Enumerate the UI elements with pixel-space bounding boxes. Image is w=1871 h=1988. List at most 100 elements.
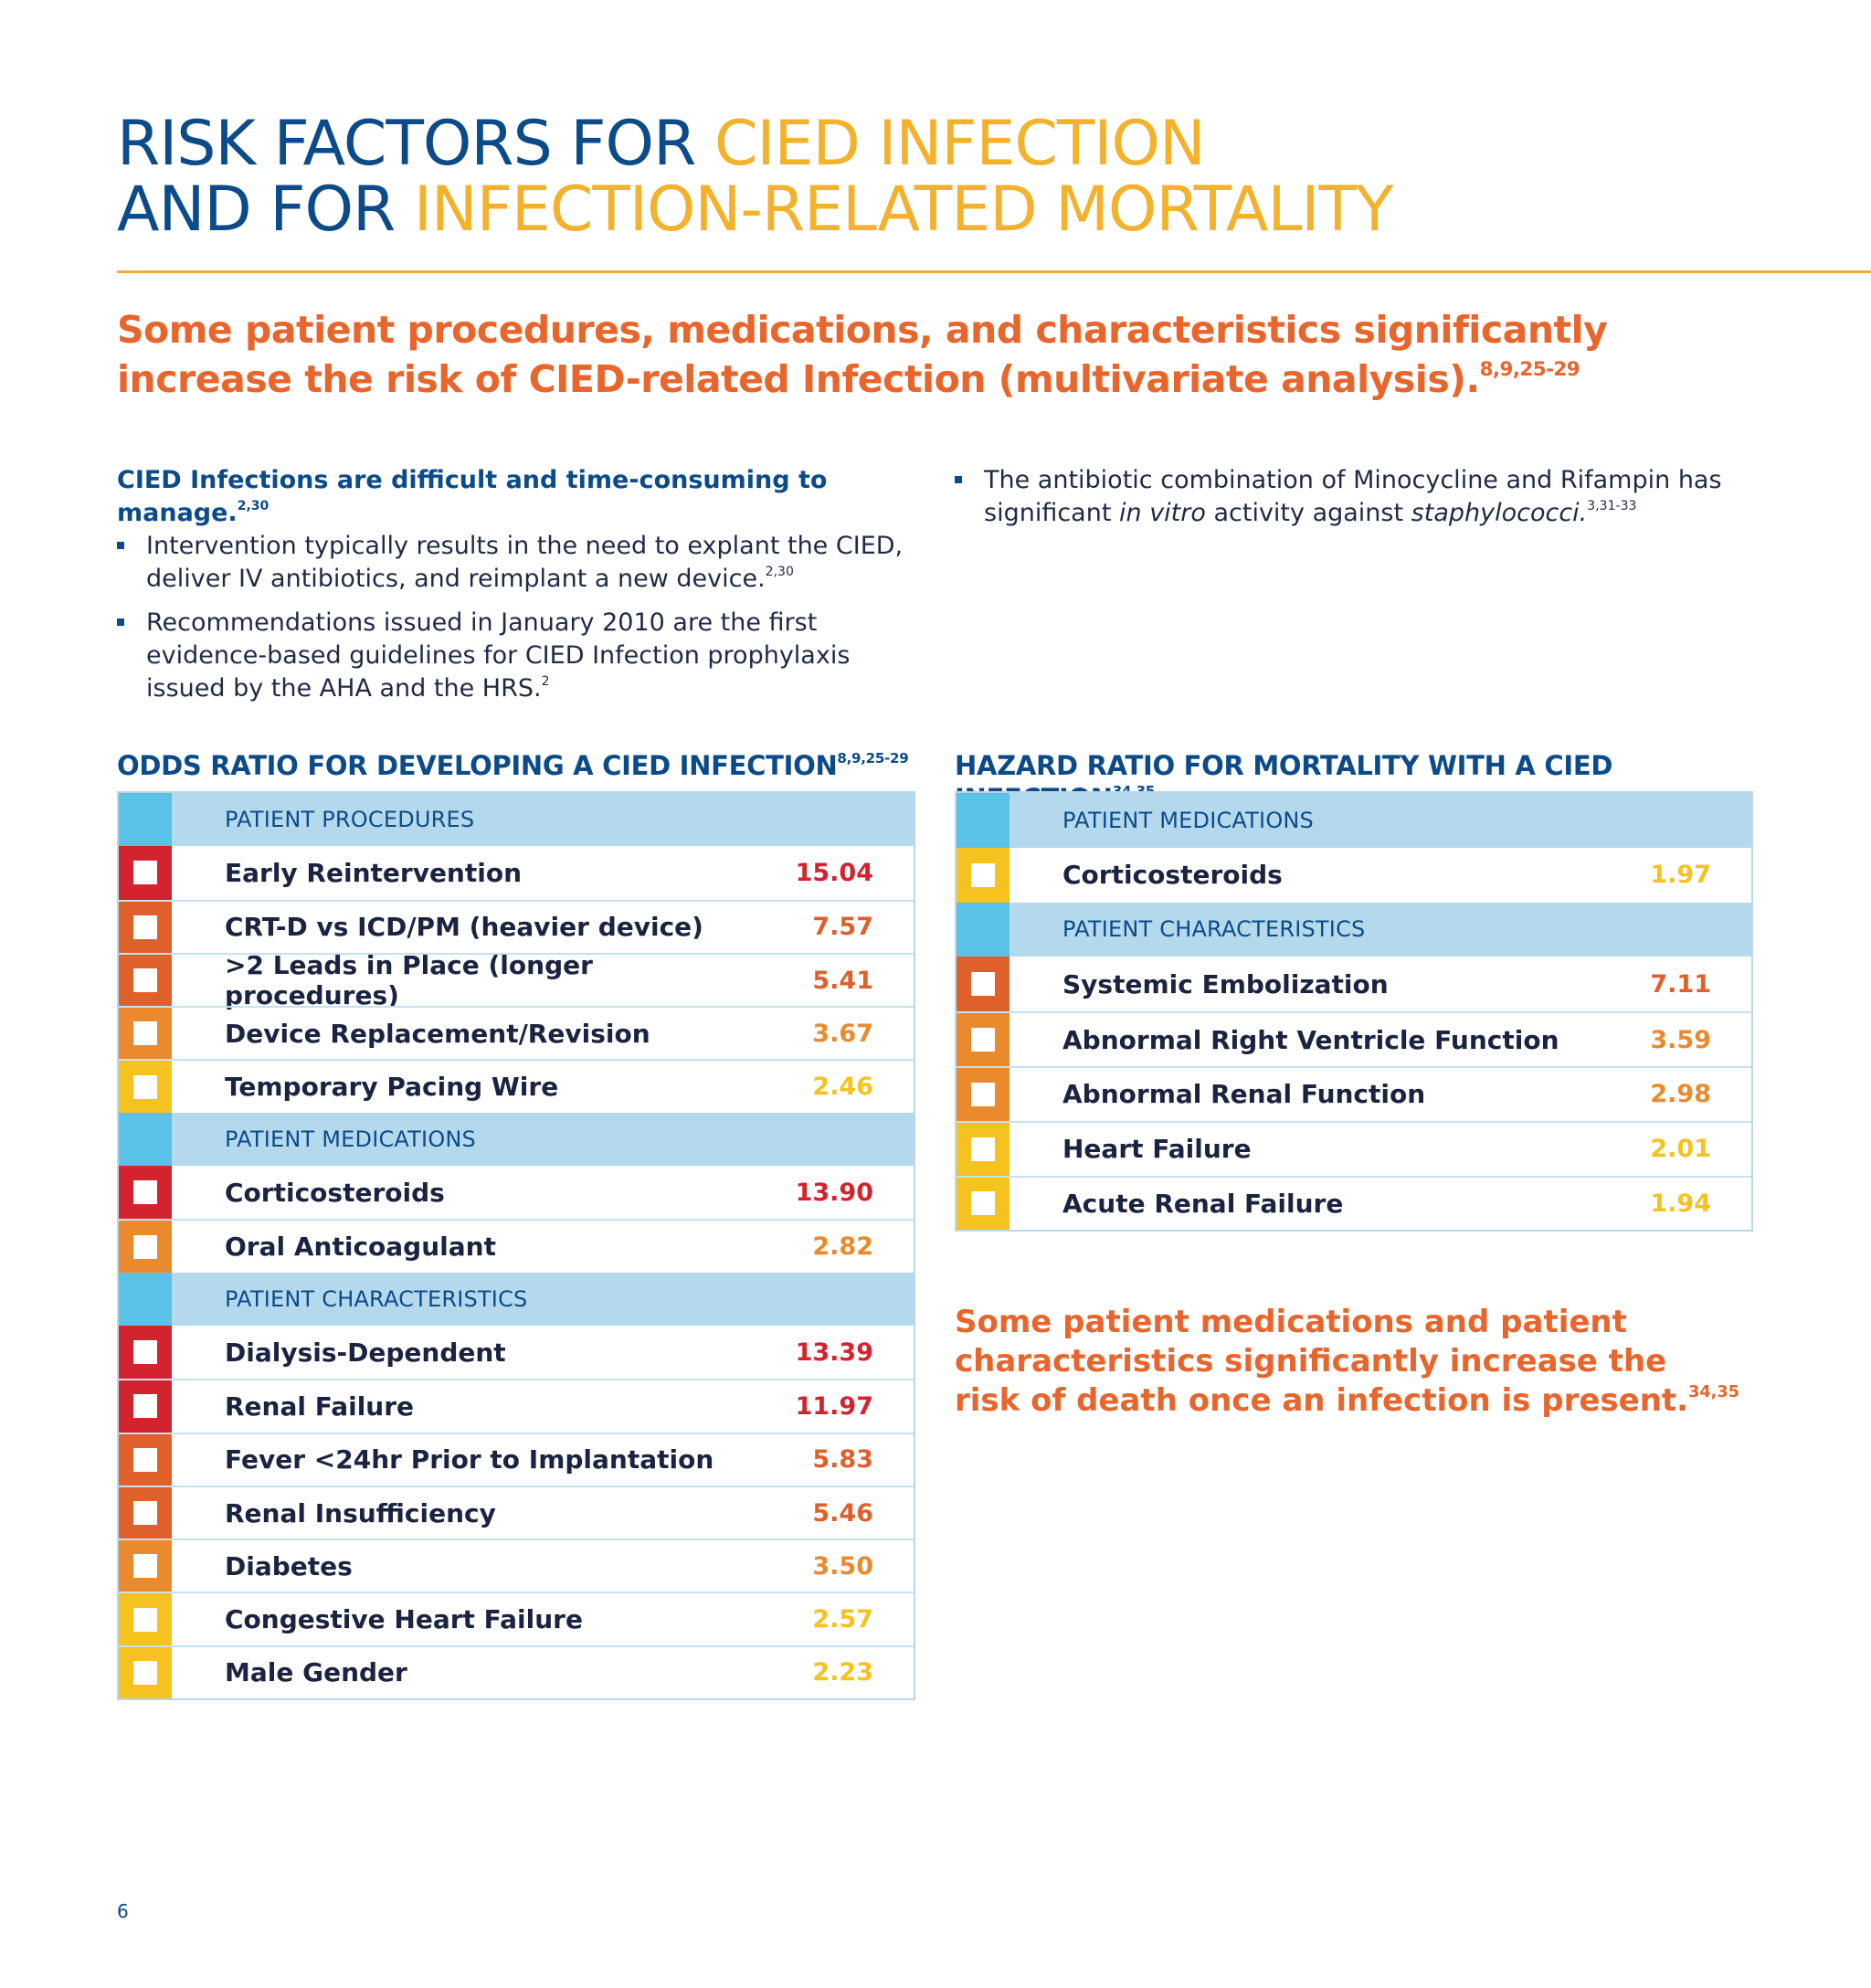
risk-factor-label: Systemic Embolization [1062, 968, 1389, 999]
ratio-value: 1.97 [1650, 861, 1711, 890]
bottom-note: Some patient medications and patient cha… [955, 1303, 1740, 1421]
section-label: PATIENT PROCEDURES [225, 807, 475, 833]
intro-left: CIED Infections are difficult and time-c… [117, 464, 921, 716]
table-row: Systemic Embolization 7.11 [957, 957, 1751, 1012]
risk-color-strip [119, 1221, 172, 1273]
risk-color-strip [957, 1067, 1009, 1121]
subheading-refs: 8,9,25-29 [1479, 357, 1580, 381]
ratio-value: 2.82 [812, 1232, 873, 1262]
table-row: Corticosteroids 13.90 [119, 1166, 914, 1220]
risk-factor-label: Fever <24hr Prior to Implantation [225, 1444, 714, 1475]
risk-color-strip [119, 1325, 172, 1380]
title-line2-gold: INFECTION-RELATED MORTALITY [413, 174, 1394, 246]
ratio-value: 5.41 [812, 966, 873, 995]
white-square-icon [133, 1447, 157, 1472]
risk-color-strip [119, 954, 172, 1007]
section-header: PATIENT CHARACTERISTICS [957, 902, 1751, 957]
section-strip [119, 793, 172, 847]
ratio-value: 2.98 [1650, 1080, 1711, 1109]
white-square-icon [971, 862, 995, 887]
table-row: Fever <24hr Prior to Implantation 5.83 [119, 1432, 914, 1486]
risk-color-strip [119, 901, 172, 953]
intro-left-heading-refs: 2,30 [237, 499, 270, 514]
page-title: RISK FACTORS FOR CIED INFECTION AND FOR … [117, 111, 1834, 243]
table-row: CRT-D vs ICD/PM (heavier device) 7.57 [119, 899, 914, 953]
section-header: PATIENT MEDICATIONS [957, 793, 1751, 848]
section-strip [957, 902, 1009, 957]
odds-ratio-table: PATIENT PROCEDURES Early Reintervention 15… [117, 791, 915, 1701]
section-strip [119, 1272, 172, 1326]
section-strip [119, 1112, 172, 1167]
subheading: Some patient procedures, medications, an… [117, 305, 1761, 404]
risk-factor-label: Oral Anticoagulant [225, 1232, 496, 1263]
intro-right-italic-a: in vitro [1119, 499, 1206, 527]
ratio-value: 13.90 [795, 1178, 873, 1207]
white-square-icon [133, 1501, 157, 1525]
risk-factor-label: Male Gender [225, 1657, 407, 1688]
ratio-value: 2.57 [812, 1605, 873, 1634]
white-square-icon [133, 1660, 157, 1685]
ratio-value: 13.39 [795, 1338, 873, 1367]
risk-color-strip [957, 847, 1009, 903]
white-square-icon [971, 1137, 995, 1161]
white-square-icon [971, 1028, 995, 1052]
white-square-icon [971, 1082, 995, 1106]
ratio-value: 15.04 [795, 858, 873, 887]
intro-left-heading: CIED Infections are difficult and time-c… [117, 464, 921, 530]
white-square-icon [133, 861, 157, 885]
risk-color-strip [119, 1166, 172, 1220]
section-header: PATIENT MEDICATIONS [119, 1112, 914, 1167]
risk-factor-label: Heart Failure [1062, 1134, 1252, 1165]
intro-right-text-b: activity against [1205, 499, 1411, 527]
risk-color-strip [119, 1540, 172, 1592]
white-square-icon [133, 1074, 157, 1099]
section-header: PATIENT PROCEDURES [119, 793, 914, 847]
section-strip [957, 793, 1009, 848]
ratio-value: 2.01 [1650, 1135, 1711, 1164]
ratio-value: 5.83 [812, 1445, 873, 1475]
white-square-icon [971, 1191, 995, 1216]
page-number: 6 [117, 1900, 129, 1922]
intro-left-bullet-2-text: Recommendations issued in January 2010 a… [146, 608, 851, 703]
ratio-value: 7.11 [1650, 969, 1711, 999]
risk-factor-label: Acute Renal Failure [1062, 1188, 1344, 1219]
risk-color-strip [119, 1646, 172, 1699]
section-label: PATIENT CHARACTERISTICS [1062, 916, 1366, 943]
table-row: Male Gender 2.23 [119, 1644, 914, 1699]
intro-left-bullet-2-refs: 2 [541, 674, 550, 690]
table-row: Dialysis-Dependent 13.39 [119, 1325, 914, 1380]
risk-color-strip [957, 1013, 1009, 1066]
risk-factor-label: Early Reintervention [225, 857, 523, 888]
table-row: Temporary Pacing Wire 2.46 [119, 1059, 914, 1113]
table-row: Device Replacement/Revision 3.67 [119, 1006, 914, 1060]
risk-factor-label: Renal Failure [225, 1391, 415, 1422]
intro-right-italic-b: staphylococci. [1411, 499, 1588, 527]
risk-color-strip [957, 1177, 1009, 1231]
ratio-value: 1.94 [1650, 1189, 1711, 1218]
table-row: Oral Anticoagulant 2.82 [119, 1219, 914, 1273]
risk-factor-label: Renal Insufficiency [225, 1497, 496, 1528]
risk-color-strip [119, 1008, 172, 1060]
bullet-square-icon [955, 476, 962, 483]
white-square-icon [133, 968, 157, 993]
intro-left-bullet-1-refs: 2,30 [765, 565, 794, 580]
table-row: Acute Renal Failure 1.94 [957, 1175, 1751, 1231]
white-square-icon [133, 1554, 157, 1579]
risk-factor-label: Abnormal Right Ventricle Function [1062, 1024, 1559, 1055]
bullet-square-icon [117, 542, 124, 549]
ratio-value: 3.67 [812, 1019, 873, 1048]
ratio-value: 2.23 [812, 1658, 873, 1687]
ratio-value: 5.46 [812, 1498, 873, 1528]
ratio-value: 7.57 [812, 913, 873, 942]
intro-right-bullet-1: The antibiotic combination of Minocyclin… [955, 464, 1759, 530]
intro-right-bullets: The antibiotic combination of Minocyclin… [955, 464, 1759, 530]
risk-factor-label: Temporary Pacing Wire [225, 1072, 559, 1103]
intro-left-bullet-2: Recommendations issued in January 2010 a… [117, 607, 921, 705]
white-square-icon [133, 1180, 157, 1205]
risk-color-strip [119, 1433, 172, 1486]
ratio-value: 3.59 [1650, 1025, 1711, 1054]
title-line1-gold: CIED INFECTION [714, 108, 1206, 180]
section-label: PATIENT MEDICATIONS [225, 1126, 476, 1152]
table-row: Early Reintervention 15.04 [119, 846, 914, 900]
intro-right-text-a: The antibiotic combination of Minocyclin… [984, 466, 1722, 527]
